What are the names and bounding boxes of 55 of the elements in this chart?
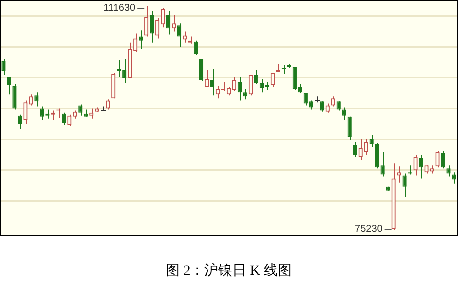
candlestick xyxy=(298,84,302,94)
candlestick xyxy=(156,18,160,40)
candlestick xyxy=(177,23,182,48)
candlestick xyxy=(199,58,204,82)
annotation: 111630 xyxy=(104,2,136,14)
candlestick xyxy=(419,154,424,180)
candlestick xyxy=(204,70,210,88)
candlestick xyxy=(309,100,314,110)
candlestick xyxy=(370,134,374,148)
annotation: 75230 xyxy=(355,224,384,235)
candlestick xyxy=(446,165,451,178)
candlestick xyxy=(161,8,166,28)
candlestick xyxy=(62,112,66,126)
candlestick xyxy=(270,72,276,88)
candlestick xyxy=(304,93,308,106)
candlestick xyxy=(342,107,346,120)
candlestick xyxy=(34,92,39,108)
candlestick xyxy=(166,10,171,36)
candlestick xyxy=(210,68,215,96)
candlestick xyxy=(29,94,34,106)
candlestick xyxy=(150,10,154,44)
candlestick xyxy=(292,66,297,92)
candlestick xyxy=(18,114,22,130)
candlestick xyxy=(441,150,446,170)
candlestick xyxy=(375,142,380,170)
candlestick xyxy=(117,60,122,78)
candlestick xyxy=(353,142,358,158)
candlestick xyxy=(68,114,72,127)
candlestick xyxy=(254,70,259,85)
candlestick xyxy=(331,96,336,108)
candlestick xyxy=(7,76,12,96)
candlestick xyxy=(348,116,352,141)
candlestick xyxy=(182,31,188,44)
text: 图 2：沪镍日 K 线图 xyxy=(165,262,293,280)
candlestick xyxy=(402,173,407,198)
candlestick xyxy=(40,106,44,120)
candlestick xyxy=(326,103,330,114)
candlestick xyxy=(364,138,368,156)
candlestick xyxy=(380,152,385,178)
candlestick xyxy=(122,58,127,84)
candlestick xyxy=(172,14,176,32)
candlestick xyxy=(106,99,110,110)
candlestick xyxy=(436,150,440,168)
candlestick xyxy=(414,154,418,176)
candlestick xyxy=(134,33,138,52)
candlestick xyxy=(24,100,28,125)
candlestick xyxy=(358,138,363,161)
candlestick xyxy=(452,172,456,184)
candlestick xyxy=(12,84,17,110)
candlestick xyxy=(78,104,83,116)
candlestick xyxy=(194,40,198,56)
candlestick xyxy=(144,6,149,38)
candlestick xyxy=(248,74,254,96)
candlestick xyxy=(238,76,242,102)
candlestick xyxy=(2,58,6,76)
